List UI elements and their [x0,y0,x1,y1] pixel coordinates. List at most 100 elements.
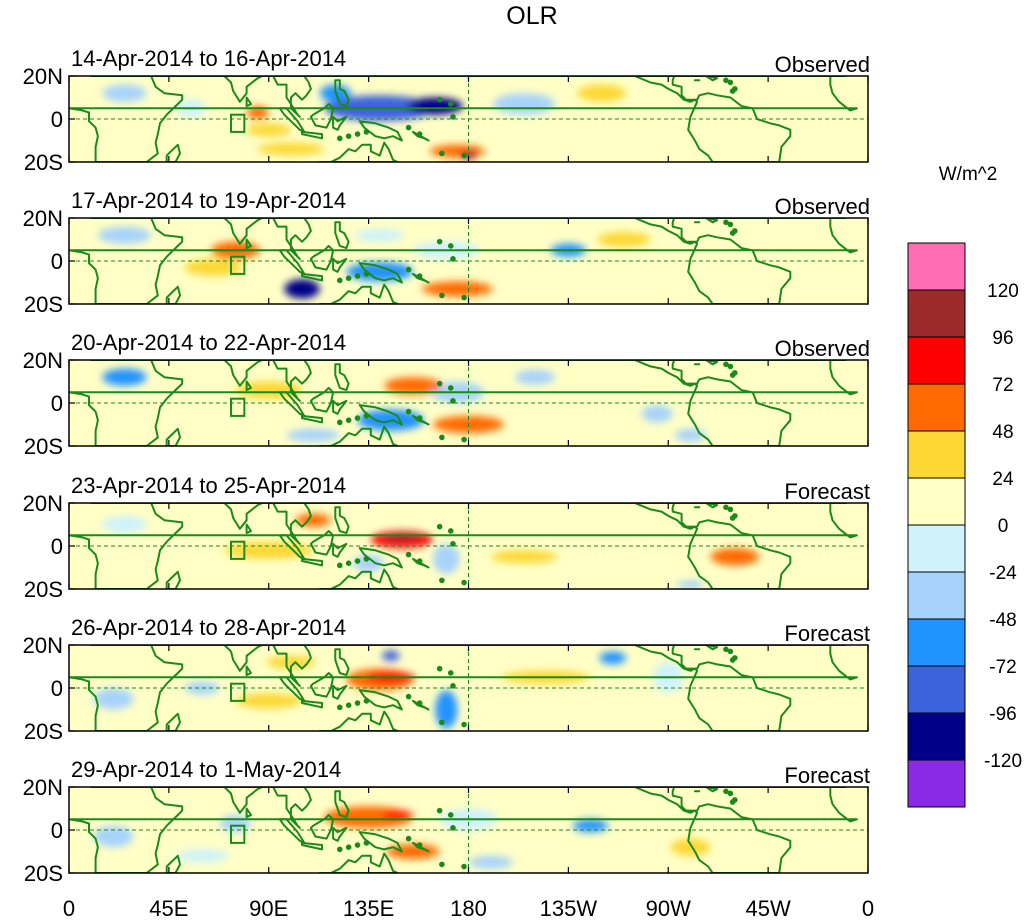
coastline [412,699,430,711]
coastline [309,386,335,413]
anomaly-field [69,787,858,873]
colorbar-tick-label: -48 [989,610,1016,631]
colorbar-swatch [907,383,966,432]
coastline [634,787,792,873]
coastline [332,115,348,131]
panel-date-range: 26-Apr-2014 to 28-Apr-2014 [71,615,346,640]
island [405,693,412,700]
y-tick-label: 20S [24,577,63,602]
island [354,842,361,848]
island [447,101,454,107]
coastline [272,787,312,829]
coastline [412,557,430,569]
anomaly-cell [246,123,291,137]
y-tick-label: 20S [24,719,63,744]
island [461,721,467,728]
island [336,419,343,426]
region-box [230,682,246,702]
island [345,844,352,851]
region-box [230,397,246,417]
coastline [634,503,792,589]
island [354,415,361,421]
anomaly-cell [386,843,440,860]
panel-date-range: 14-Apr-2014 to 16-Apr-2014 [71,46,346,71]
coastline [318,425,399,446]
coastline [334,790,350,819]
anomaly-cell [435,690,458,729]
coastline [272,218,312,260]
island [354,700,361,706]
anomaly-cell [381,810,414,820]
coastline [358,262,403,284]
anomaly-cell [572,819,609,833]
y-tick-label: 0 [51,107,63,132]
coastline [272,76,312,118]
anomaly-cell [284,279,320,299]
coastline [245,96,252,108]
y-tick-label: 20S [24,292,63,317]
panel-kind-label: Forecast [784,621,870,646]
x-tick-label: 135E [343,896,394,920]
anomaly-cell [246,106,269,120]
anomaly-cell [175,849,229,863]
island [727,648,734,655]
island [363,271,370,277]
anomaly-blobs [93,806,711,869]
island [354,273,361,279]
island [450,398,456,404]
island [416,131,423,137]
anomaly-field [69,645,858,731]
island [336,704,343,711]
panel-2: 20N 0 20S 17-Apr-2014 to 19-Apr-2014 Observe… [23,188,870,317]
island [727,79,734,86]
panel-date-range: 29-Apr-2014 to 1-May-2014 [71,757,341,782]
coastline [165,570,181,589]
coastline [332,684,348,700]
panel-date-range: 20-Apr-2014 to 22-Apr-2014 [71,330,346,355]
colorbar-tick-label: 0 [998,516,1009,537]
x-tick-label: 90E [249,896,288,920]
coastline [278,818,306,844]
y-tick-label: 20N [23,491,63,516]
island [439,292,445,299]
island [439,150,445,157]
y-tick-label: 20S [24,150,63,175]
island [436,238,443,245]
y-tick-label: 20N [23,348,63,373]
anomaly-cell [515,369,556,385]
y-tick-label: 20S [24,434,63,459]
island [336,277,343,284]
colorbar-swatch [907,759,966,808]
coastline [697,787,703,788]
coastline [69,218,858,304]
anomaly-field [69,360,858,446]
coastline [705,503,719,509]
coastline [412,414,430,426]
coastline [278,249,306,275]
y-tick-label: 0 [51,249,63,274]
island [416,415,423,421]
y-tick-label: 0 [51,391,63,416]
anomaly-cell [468,855,513,869]
colorbar-swatch [907,242,966,291]
island [436,523,443,530]
coastline [69,76,858,162]
coastline [272,503,312,545]
region-box [230,540,246,560]
island [450,541,456,547]
island [447,670,454,676]
y-tick-label: 0 [51,818,63,843]
coastline [301,557,323,567]
island [405,551,412,558]
colorbar-swatch [907,430,966,479]
coastline [332,257,348,273]
x-tick-label: 90W [646,896,691,920]
panel-kind-label: Forecast [784,763,870,788]
coastline [309,530,335,556]
panel-3: 20N 0 20S 20-Apr-2014 to 22-Apr-2014 Observe… [23,330,870,459]
anomaly-cell [710,548,760,566]
island [450,114,456,120]
island [729,799,736,805]
coastline [705,360,719,366]
island [416,842,423,848]
